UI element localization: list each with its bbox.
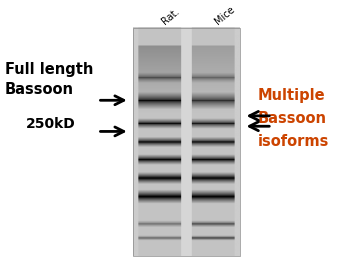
Text: Full length: Full length [5, 62, 93, 77]
Text: Mice: Mice [213, 4, 237, 26]
Text: 250kD: 250kD [26, 117, 76, 131]
Text: Bassoon: Bassoon [258, 111, 327, 126]
Text: Rat.: Rat. [160, 6, 181, 26]
Text: Multiple: Multiple [258, 88, 326, 103]
Text: Bassoon: Bassoon [5, 82, 74, 97]
Text: isoforms: isoforms [258, 134, 329, 149]
Bar [133, 28, 240, 256]
